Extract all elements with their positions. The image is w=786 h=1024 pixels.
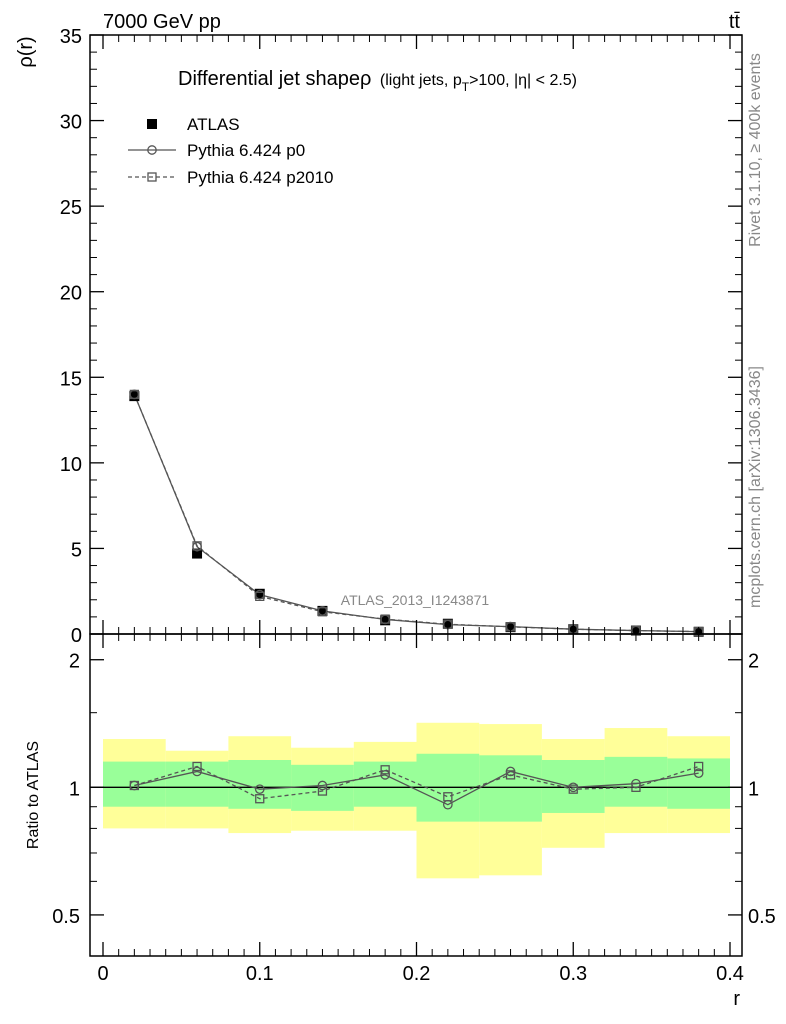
legend-marker-2: [147, 172, 157, 182]
ratio-inner-band-0: [103, 761, 166, 807]
main-ytick-label-3: 15: [60, 368, 82, 390]
legend: ATLAS Pythia 6.424 p0 Pythia 6.424 p2010: [128, 115, 334, 187]
main-point-series-0-4: [380, 615, 391, 626]
xtick-label-3: 0.3: [559, 963, 587, 985]
ratio-inner-band-6: [479, 755, 542, 822]
main-point-series-0-0: [129, 391, 140, 402]
main-point-series-2-4: [380, 614, 390, 624]
ratio-series-lines: [134, 765, 699, 806]
ratio-point-series-1-9: [694, 761, 704, 772]
ratio-ytick-label-2: 2: [69, 651, 80, 673]
ratio-point-series-0-4: [380, 770, 390, 780]
main-title: Differential jet shapeρ (light jets, pT>…: [178, 68, 577, 94]
main-point-series-2-1: [192, 541, 202, 551]
main-ytick-label-2: 10: [60, 454, 82, 476]
legend-label-1: Pythia 6.424 p0: [187, 141, 305, 160]
ratio-y-axis-label: Ratio to ATLAS: [25, 741, 42, 849]
ratio-series-markers: [129, 761, 704, 810]
main-title-sub-subscript: T: [462, 80, 470, 94]
main-point-series-0-5: [442, 618, 453, 629]
analysis-watermark: ATLAS_2013_I1243871: [341, 592, 490, 608]
ratio-line-series-0: [134, 770, 699, 806]
main-title-sub-pre: (light jets, p: [380, 72, 462, 89]
main-point-series-0-1: [192, 548, 203, 559]
main-title-main: Differential jet shapeρ: [178, 68, 371, 90]
ratio-ytick-label-0: 0.5: [52, 906, 80, 928]
ratio-inner-band-9: [667, 758, 730, 809]
legend-label-0: ATLAS: [187, 115, 240, 134]
main-title-text: Differential jet shapeρ (light jets, pT>…: [178, 68, 577, 94]
ratio-point-series-1-5: [443, 792, 453, 802]
ratio-point-series-0-2: [254, 784, 265, 795]
header: 7000 GeV pp tt̄: [103, 11, 740, 33]
ratio-point-series-0-9: [693, 768, 704, 779]
main-ytick-label-0: 0: [71, 625, 82, 647]
ratio-point-series-1-4: [380, 765, 390, 775]
ratio-point-series-1-0: [129, 780, 140, 791]
ratio-ytick-label-1: 1: [69, 778, 80, 800]
ratio-ytick-label-right-2: 2: [748, 651, 759, 673]
ratio-point-series-1-1: [192, 761, 202, 772]
main-point-series-0-2: [254, 588, 265, 599]
ratio-point-series-0-3: [317, 780, 328, 791]
main-point-series-2-2: [255, 591, 265, 601]
ratio-point-series-1-2: [255, 794, 265, 804]
ratio-axes: 0 0.1 0.2 0.3 0.4 0.5 0.5 1 1 2 2: [52, 633, 776, 985]
header-left: 7000 GeV pp: [103, 11, 221, 33]
main-ytick-label-5: 25: [60, 197, 82, 219]
xtick-label-4: 0.4: [716, 963, 744, 985]
ratio-point-series-0-1: [192, 766, 202, 777]
main-ytick-label-6: 30: [60, 112, 82, 134]
main-axes: 0 5 10 15 20 25 30 35: [60, 26, 743, 647]
main-ytick-label-4: 20: [60, 283, 82, 305]
main-point-series-2-0: [129, 389, 140, 400]
ratio-line-series-1: [134, 765, 699, 800]
xtick-label-2: 0.2: [403, 963, 431, 985]
rivet-label: Rivet 3.1.10, ≥ 400k events: [747, 53, 764, 247]
xtick-label-0: 0: [97, 963, 108, 985]
mcplots-label: mcplots.cern.ch [arXiv:1306.3436]: [747, 366, 764, 608]
main-y-axis-label: ρ(r): [15, 36, 37, 67]
legend-marker-1: [147, 145, 157, 155]
main-ytick-label-7: 35: [60, 26, 82, 48]
ratio-point-series-1-8: [631, 782, 641, 792]
main-ytick-label-1: 5: [71, 539, 82, 561]
main-point-series-2-3: [317, 607, 328, 617]
ratio-inner-band-8: [604, 756, 668, 807]
header-right: tt̄: [729, 11, 741, 33]
ratio-ytick-label-right-0: 0.5: [748, 906, 776, 928]
ratio-point-series-1-3: [317, 786, 328, 796]
ratio-point-series-1-6: [505, 770, 516, 780]
ratio-uncertainty-bands: [90, 722, 742, 879]
main-point-series-0-3: [317, 605, 328, 616]
legend-label-2: Pythia 6.424 p2010: [187, 168, 334, 187]
ratio-inner-band-4: [353, 761, 417, 807]
ratio-point-series-1-7: [568, 784, 578, 794]
ratio-ytick-label-right-1: 1: [748, 778, 759, 800]
main-title-sub-post: >100, |η| < 2.5): [469, 72, 577, 89]
x-axis-label: r: [733, 988, 740, 1010]
legend-marker-0: [147, 119, 157, 129]
xtick-label-1: 0.1: [246, 963, 274, 985]
ratio-inner-band-1: [165, 761, 229, 807]
